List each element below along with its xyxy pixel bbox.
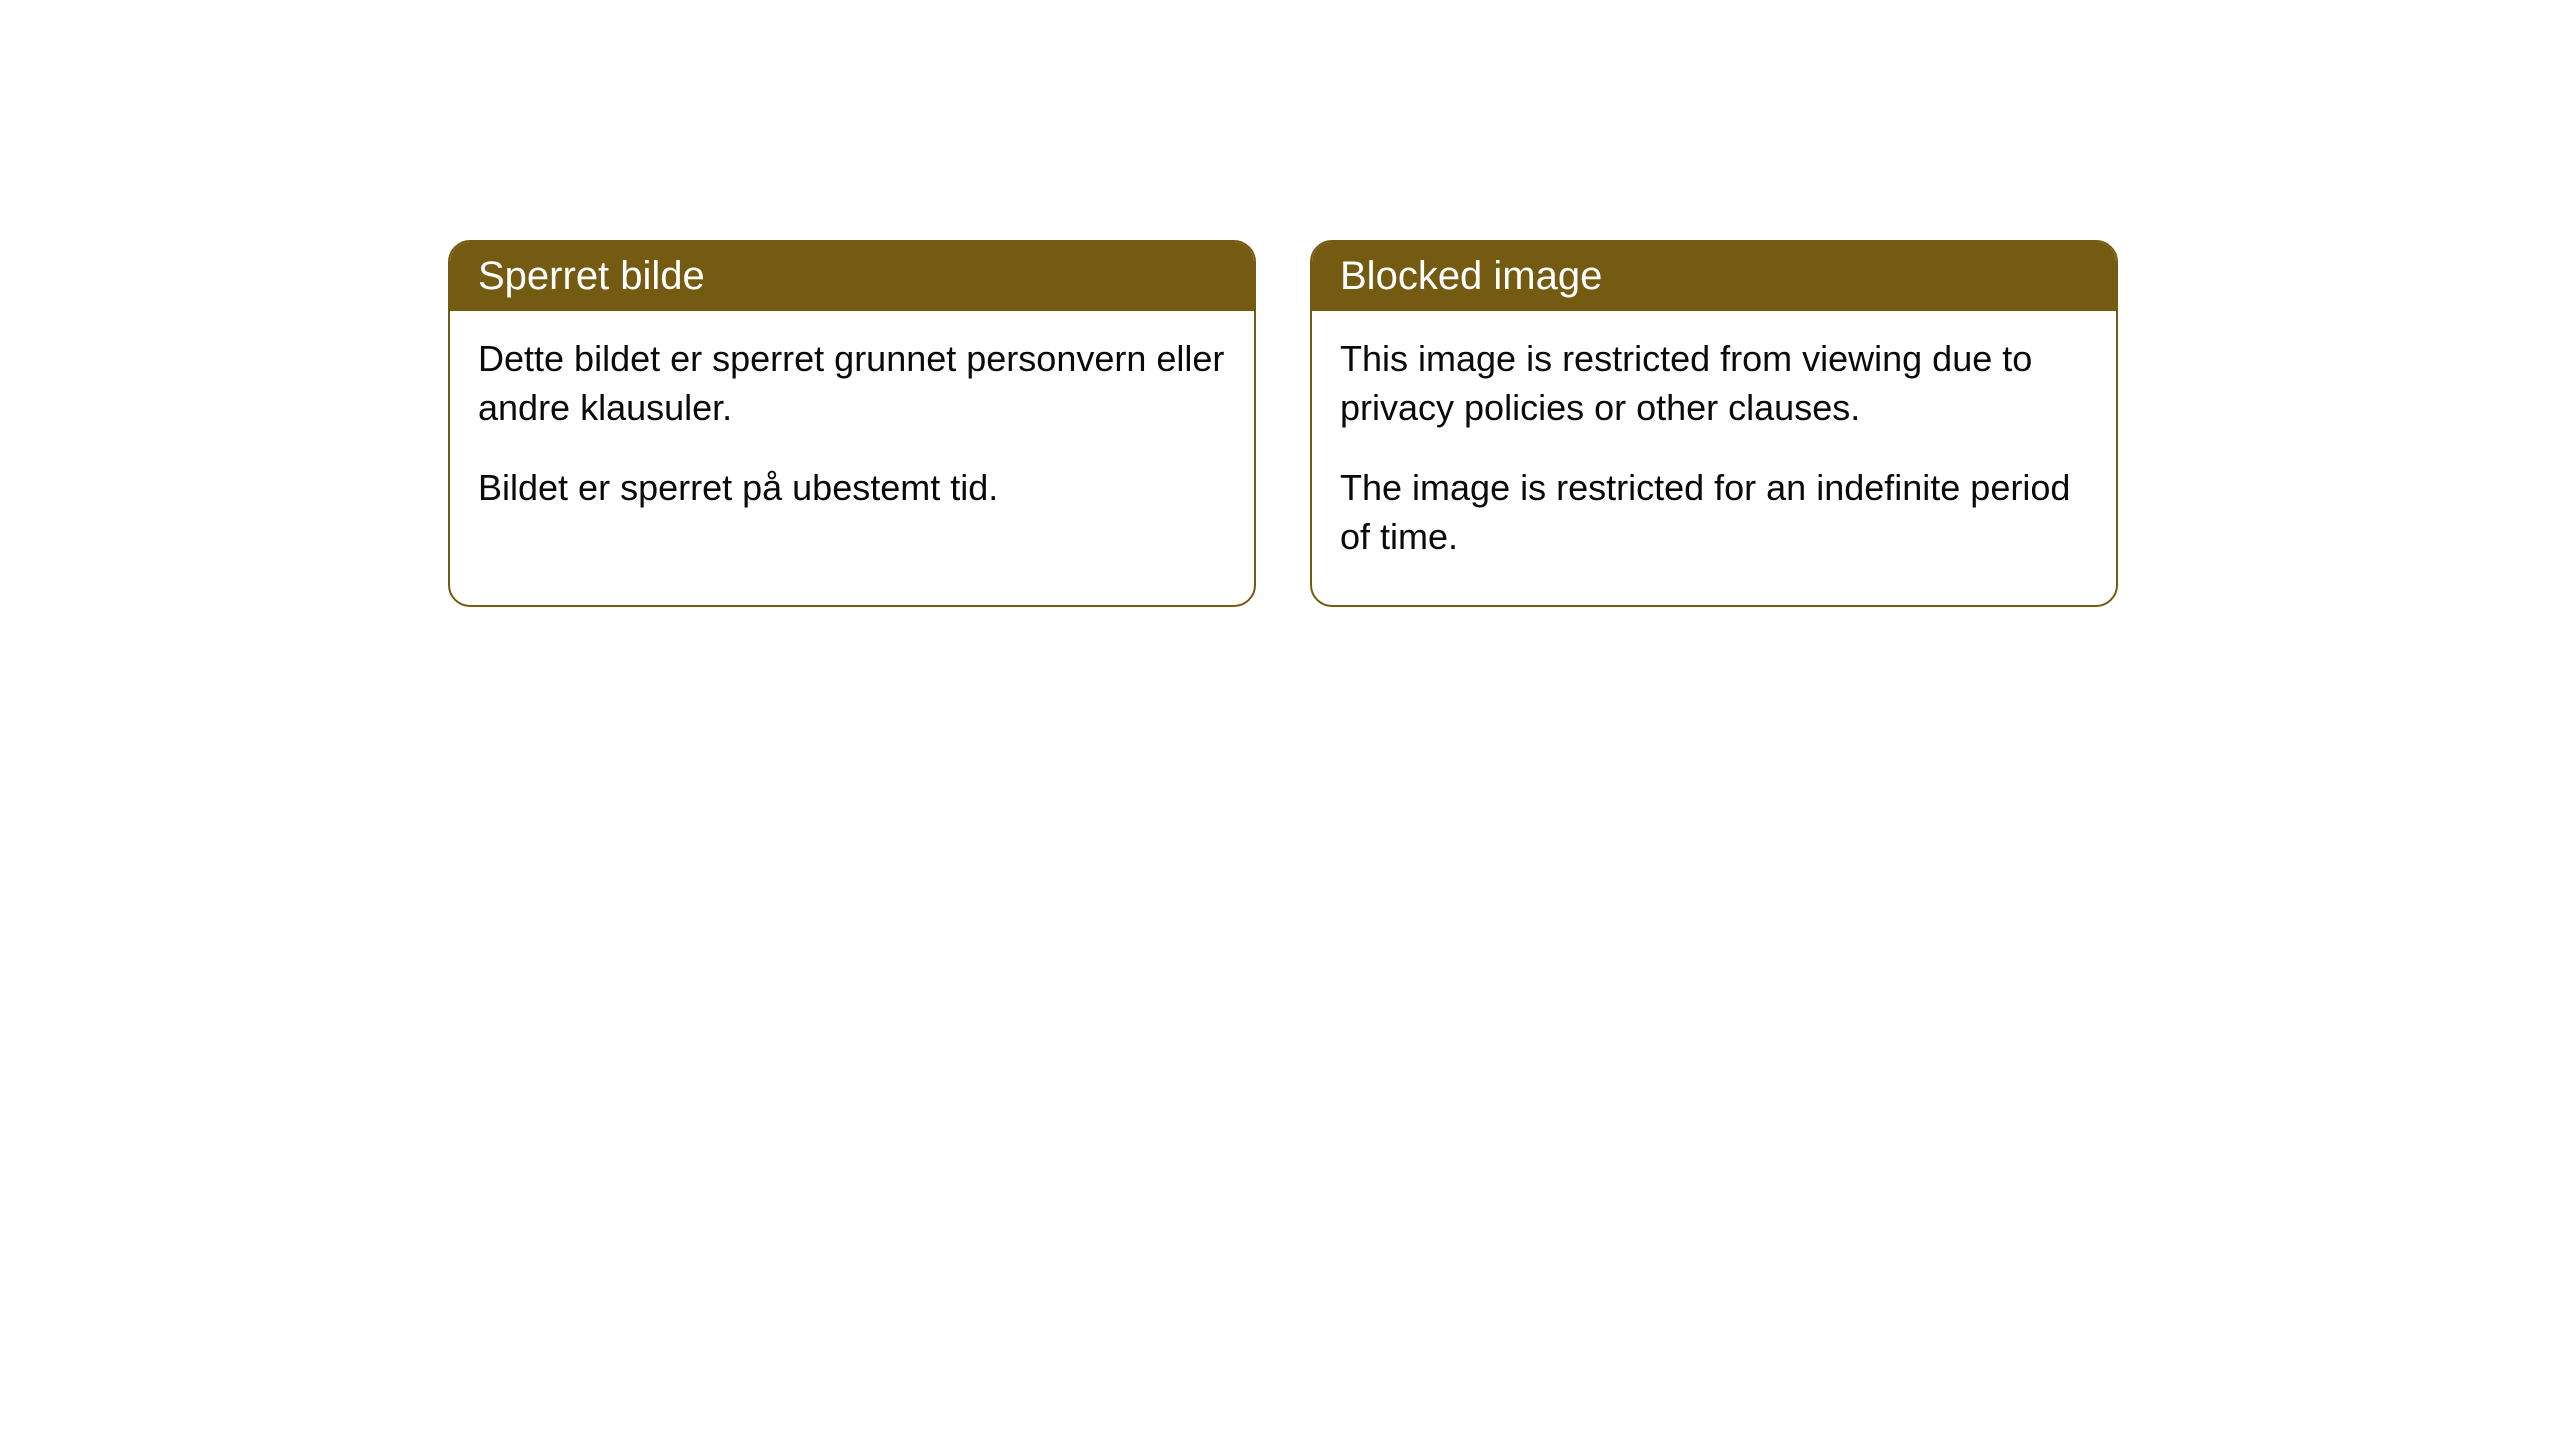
cards-container: Sperret bilde Dette bildet er sperret gr… [0,0,2560,607]
card-paragraph: The image is restricted for an indefinit… [1340,464,2088,561]
card-body: This image is restricted from viewing du… [1312,311,2116,605]
card-paragraph: Bildet er sperret på ubestemt tid. [478,464,1226,513]
card-body: Dette bildet er sperret grunnet personve… [450,311,1254,557]
card-paragraph: This image is restricted from viewing du… [1340,335,2088,432]
card-header: Blocked image [1312,242,2116,311]
blocked-image-card-en: Blocked image This image is restricted f… [1310,240,2118,607]
blocked-image-card-no: Sperret bilde Dette bildet er sperret gr… [448,240,1256,607]
card-header: Sperret bilde [450,242,1254,311]
card-paragraph: Dette bildet er sperret grunnet personve… [478,335,1226,432]
